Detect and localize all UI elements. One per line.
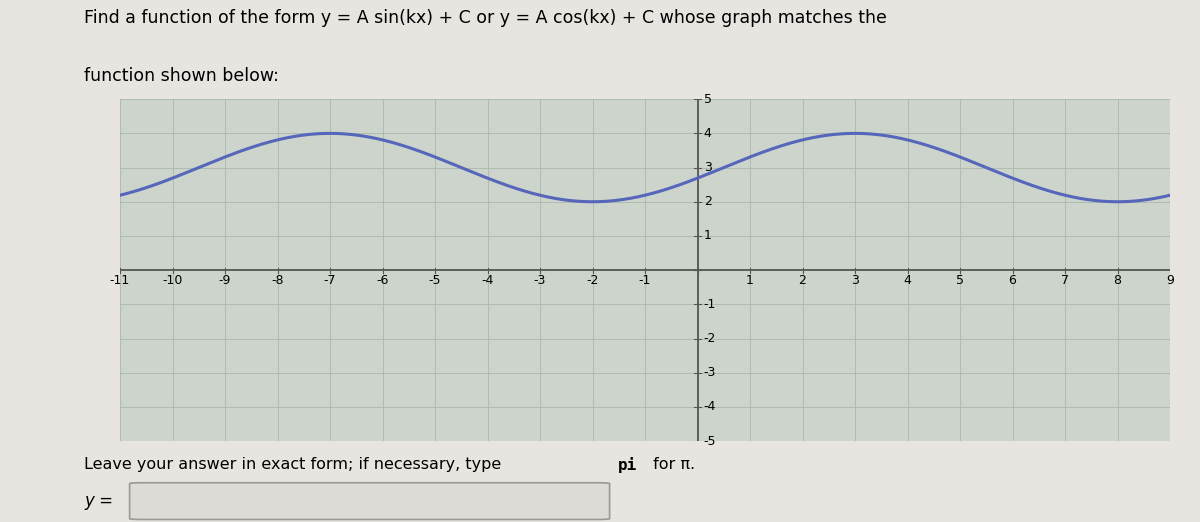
Text: -9: -9	[218, 274, 232, 287]
Text: 9: 9	[1166, 274, 1174, 287]
Text: 5: 5	[703, 93, 712, 105]
Text: -5: -5	[428, 274, 442, 287]
Text: 5: 5	[956, 274, 964, 287]
Text: 7: 7	[1061, 274, 1069, 287]
Text: 2: 2	[703, 195, 712, 208]
Text: 8: 8	[1114, 274, 1122, 287]
Text: 1: 1	[746, 274, 754, 287]
Text: y =: y =	[84, 492, 113, 510]
Text: -3: -3	[534, 274, 546, 287]
Text: 6: 6	[1008, 274, 1016, 287]
Text: pi: pi	[618, 457, 637, 473]
FancyBboxPatch shape	[130, 483, 610, 519]
Text: -1: -1	[638, 274, 652, 287]
Text: -11: -11	[110, 274, 130, 287]
Text: -4: -4	[481, 274, 493, 287]
Text: function shown below:: function shown below:	[84, 67, 278, 85]
Text: -7: -7	[324, 274, 336, 287]
Text: 2: 2	[798, 274, 806, 287]
Text: -3: -3	[703, 366, 716, 379]
Text: -10: -10	[162, 274, 182, 287]
Text: for π.: for π.	[648, 457, 695, 472]
Text: -8: -8	[271, 274, 283, 287]
Text: 3: 3	[703, 161, 712, 174]
Text: 4: 4	[904, 274, 912, 287]
Text: 4: 4	[703, 127, 712, 140]
Text: -1: -1	[703, 298, 716, 311]
Text: -2: -2	[703, 332, 716, 345]
Text: -6: -6	[377, 274, 389, 287]
Text: Find a function of the form y = A sin(kx) + C or y = A cos(kx) + C whose graph m: Find a function of the form y = A sin(kx…	[84, 9, 887, 27]
Text: -5: -5	[703, 435, 716, 447]
Text: Leave your answer in exact form; if necessary, type: Leave your answer in exact form; if nece…	[84, 457, 506, 472]
Text: 1: 1	[703, 230, 712, 242]
Text: -2: -2	[587, 274, 599, 287]
Text: 3: 3	[851, 274, 859, 287]
Text: -4: -4	[703, 400, 716, 413]
